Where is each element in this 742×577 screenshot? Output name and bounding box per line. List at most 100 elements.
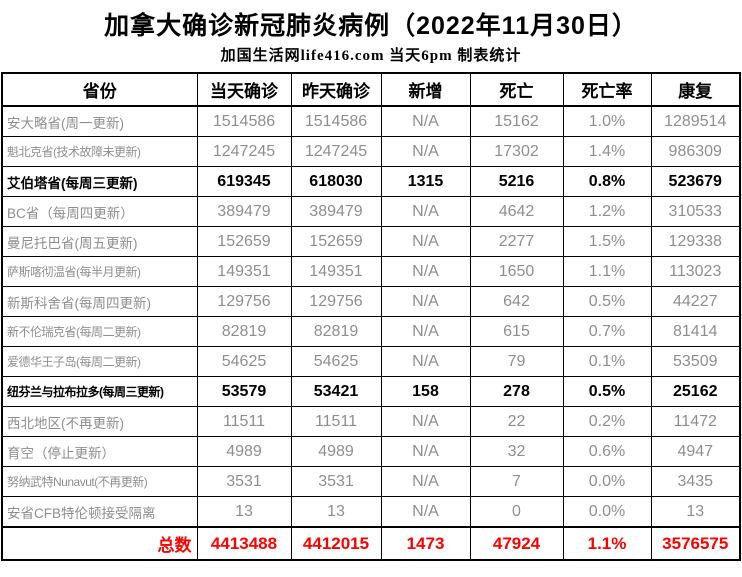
table-row: 西北地区(不再更新) 11511 11511 N/A 22 0.2% 11472 <box>1 406 741 437</box>
recovered-cell: 25162 <box>650 376 741 407</box>
province-name: 育空（停止更新） <box>1 436 198 467</box>
new-cases-cell: N/A <box>380 406 471 437</box>
death-rate-cell: 1.2% <box>562 196 652 227</box>
death-rate-cell: 0.0% <box>562 496 652 528</box>
province-name: 安大略省(周一更新) <box>1 105 198 137</box>
recovered-cell: 11472 <box>650 406 741 437</box>
today-cases-cell: 1247245 <box>196 136 292 167</box>
total-deaths: 47924 <box>469 526 564 561</box>
new-cases-cell: N/A <box>380 346 471 377</box>
today-cases-cell: 54625 <box>196 346 292 377</box>
page-subtitle: 加国生活网life416.com 当天6pm 制表统计 <box>220 48 522 64</box>
deaths-cell: 278 <box>469 376 564 407</box>
recovered-cell: 53509 <box>650 346 741 377</box>
province-name: 新不伦瑞克省(每周二更新) <box>1 316 198 347</box>
deaths-cell: 32 <box>469 436 564 467</box>
table-body: 安大略省(周一更新) 1514586 1514586 N/A 15162 1.0% 1289… <box>1 105 741 528</box>
table-row: 安省CFB特伦顿接受隔离 13 13 N/A 0 0.0% 13 <box>1 496 741 528</box>
yesterday-cases-cell: 149351 <box>290 256 382 287</box>
death-rate-cell: 0.5% <box>562 376 652 407</box>
table-row: 育空（停止更新） 4989 4989 N/A 32 0.6% 4947 <box>1 436 741 467</box>
table-row: 曼尼托巴省(周五更新) 152659 152659 N/A 2277 1.5% 129338 <box>1 226 741 257</box>
death-rate-cell: 1.4% <box>562 136 652 167</box>
table-row: 新斯科舍省(每周四更新) 129756 129756 N/A 642 0.5% 44227 <box>1 286 741 317</box>
today-cases-cell: 152659 <box>196 226 292 257</box>
deaths-cell: 642 <box>469 286 564 317</box>
deaths-cell: 22 <box>469 406 564 437</box>
table-row: 爱德华王子岛(每周二更新) 54625 54625 N/A 79 0.1% 53509 <box>1 346 741 377</box>
page-title: 加拿大确诊新冠肺炎病例（2022年11月30日） <box>104 12 638 40</box>
deaths-cell: 79 <box>469 346 564 377</box>
deaths-cell: 15162 <box>469 105 564 137</box>
new-cases-cell: N/A <box>380 316 471 347</box>
recovered-cell: 4947 <box>650 436 741 467</box>
death-rate-cell: 0.1% <box>562 346 652 377</box>
today-cases-cell: 389479 <box>196 196 292 227</box>
province-name: 爱德华王子岛(每周二更新) <box>1 346 198 377</box>
new-cases-cell: 158 <box>380 376 471 407</box>
death-rate-cell: 1.5% <box>562 226 652 257</box>
yesterday-cases-cell: 11511 <box>290 406 382 437</box>
yesterday-cases-cell: 4989 <box>290 436 382 467</box>
new-cases-cell: N/A <box>380 496 471 528</box>
deaths-cell: 17302 <box>469 136 564 167</box>
death-rate-cell: 0.5% <box>562 286 652 317</box>
deaths-cell: 615 <box>469 316 564 347</box>
death-rate-cell: 0.2% <box>562 406 652 437</box>
recovered-cell: 113023 <box>650 256 741 287</box>
province-name: 西北地区(不再更新) <box>1 406 198 437</box>
yesterday-cases-cell: 54625 <box>290 346 382 377</box>
deaths-cell: 4642 <box>469 196 564 227</box>
total-new-cases: 1473 <box>380 526 471 561</box>
yesterday-cases-cell: 82819 <box>290 316 382 347</box>
recovered-cell: 310533 <box>650 196 741 227</box>
yesterday-cases-cell: 389479 <box>290 196 382 227</box>
deaths-cell: 7 <box>469 466 564 497</box>
recovered-cell: 129338 <box>650 226 741 257</box>
yesterday-cases-cell: 13 <box>290 496 382 528</box>
header-row: 省份 当天确诊 昨天确诊 新增 死亡 死亡率 康复 <box>1 72 741 107</box>
table-row: 努纳武特Nunavut(不再更新) 3531 3531 N/A 7 0.0% 3435 <box>1 466 741 497</box>
today-cases-cell: 619345 <box>196 166 292 197</box>
deaths-cell: 1650 <box>469 256 564 287</box>
table-row: BC省（每周四更新） 389479 389479 N/A 4642 1.2% 310533 <box>1 196 741 227</box>
province-name: 新斯科舍省(每周四更新) <box>1 286 198 317</box>
yesterday-cases-cell: 618030 <box>290 166 382 197</box>
total-today-cases: 4413488 <box>196 526 292 561</box>
yesterday-cases-cell: 1514586 <box>290 105 382 137</box>
total-recovered: 3576575 <box>650 526 741 561</box>
today-cases-cell: 53579 <box>196 376 292 407</box>
covid-stats-table: 省份 当天确诊 昨天确诊 新增 死亡 死亡率 康复 安大略省(周一更新) 1514… <box>1 72 741 561</box>
recovered-cell: 523679 <box>650 166 741 197</box>
new-cases-cell: N/A <box>380 196 471 227</box>
recovered-cell: 13 <box>650 496 741 528</box>
table-row: 安大略省(周一更新) 1514586 1514586 N/A 15162 1.0% 1289… <box>1 105 741 137</box>
page: 加拿大确诊新冠肺炎病例（2022年11月30日） 加国生活网life416.co… <box>0 6 742 561</box>
recovered-cell: 3435 <box>650 466 741 497</box>
province-name: 纽芬兰与拉布拉多(每周三更新) <box>1 376 198 407</box>
table-row: 艾伯塔省(每周三更新) 619345 618030 1315 5216 0.8% 52367… <box>1 166 741 197</box>
col-header-today-cases: 当天确诊 <box>196 72 292 107</box>
yesterday-cases-cell: 53421 <box>290 376 382 407</box>
death-rate-cell: 0.0% <box>562 466 652 497</box>
recovered-cell: 81414 <box>650 316 741 347</box>
today-cases-cell: 1514586 <box>196 105 292 137</box>
new-cases-cell: N/A <box>380 256 471 287</box>
province-name: 努纳武特Nunavut(不再更新) <box>1 466 198 497</box>
total-row: 总数 4413488 4412015 1473 47924 1.1% 35765… <box>1 526 741 561</box>
col-header-new-cases: 新增 <box>380 72 471 107</box>
province-name: 魁北克省(技术故障未更新) <box>1 136 198 167</box>
new-cases-cell: N/A <box>380 105 471 137</box>
recovered-cell: 1289514 <box>650 105 741 137</box>
col-header-recovered: 康复 <box>650 72 741 107</box>
today-cases-cell: 11511 <box>196 406 292 437</box>
col-header-death-rate: 死亡率 <box>562 72 652 107</box>
recovered-cell: 44227 <box>650 286 741 317</box>
deaths-cell: 2277 <box>469 226 564 257</box>
province-name: 安省CFB特伦顿接受隔离 <box>1 496 198 528</box>
table-row: 新不伦瑞克省(每周二更新) 82819 82819 N/A 615 0.7% 81414 <box>1 316 741 347</box>
province-name: BC省（每周四更新） <box>1 196 198 227</box>
today-cases-cell: 4989 <box>196 436 292 467</box>
death-rate-cell: 1.0% <box>562 105 652 137</box>
col-header-deaths: 死亡 <box>469 72 564 107</box>
